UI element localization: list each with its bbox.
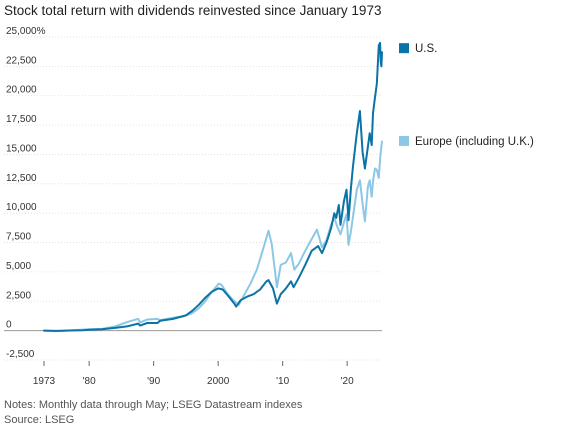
y-tick-label-7: 7,500 — [6, 232, 31, 243]
x-tick-label-1: '80 — [83, 376, 96, 387]
legend-swatch-1 — [399, 135, 409, 146]
y-tick-label-4: 15,000 — [6, 143, 37, 154]
legend-label-1: Europe (including U.K.) — [415, 136, 534, 148]
y-tick-label-3: 17,500 — [6, 114, 37, 125]
x-tick-label-2: '90 — [147, 376, 160, 387]
y-tick-label-11: -2,500 — [6, 349, 35, 360]
y-tick-label-5: 12,500 — [6, 173, 37, 184]
x-tick-label-0: 1973 — [33, 376, 56, 387]
x-tick-label-3: 2000 — [207, 376, 230, 387]
legend: U.S. Europe (including U.K.) — [399, 43, 534, 148]
x-tick-label-4: '10 — [276, 376, 289, 387]
legend-swatch-0 — [399, 43, 409, 54]
x-axis-ticks: 1973 '80 '90 2000 '10 '20 — [33, 361, 354, 387]
y-tick-label-6: 10,000 — [6, 202, 37, 213]
series-line-europe — [43, 140, 383, 333]
chart-notes: Notes: Monthly data through May; LSEG Da… — [4, 398, 302, 428]
y-axis-ticks: 25,000% 22,500 20,000 17,500 15,000 12,500 10,… — [6, 26, 46, 360]
source-text: Source: LSEG — [4, 414, 75, 426]
y-tick-label-2: 20,000 — [6, 85, 37, 96]
y-tick-label-0: 25,000% — [6, 26, 46, 37]
notes-text: Notes: Monthly data through May; LSEG Da… — [4, 399, 303, 411]
x-tick-label-5: '20 — [341, 376, 354, 387]
chart-title: Stock total return with dividends reinve… — [4, 3, 382, 18]
y-tick-label-10: 0 — [6, 320, 12, 331]
y-tick-label-9: 2,500 — [6, 290, 31, 301]
series-lines — [43, 41, 383, 333]
y-tick-label-8: 5,000 — [6, 261, 31, 272]
series-line-us — [43, 41, 383, 332]
grid-lines — [4, 36, 382, 361]
legend-label-0: U.S. — [415, 43, 437, 55]
y-tick-label-1: 22,500 — [6, 55, 37, 66]
